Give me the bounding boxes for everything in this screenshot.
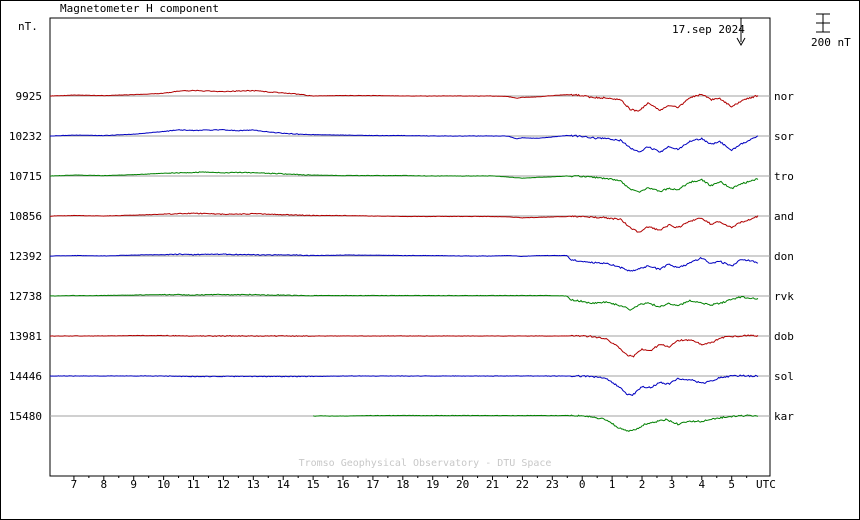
series-group xyxy=(49,89,759,433)
x-tick-label: 21 xyxy=(486,478,499,491)
station-label-kar: kar xyxy=(774,410,794,423)
x-axis-label: UTC xyxy=(756,478,776,491)
x-tick-label: 12 xyxy=(217,478,230,491)
series-line-tro xyxy=(49,171,759,193)
baseline-label-tro: 10715 xyxy=(9,170,42,183)
series-line-sol xyxy=(49,374,759,397)
series-line-don xyxy=(50,253,759,272)
x-tick-label: 5 xyxy=(728,478,735,491)
baseline-label-rvk: 12738 xyxy=(9,290,42,303)
x-tick-label: 15 xyxy=(306,478,319,491)
baseline-label-sor: 10232 xyxy=(9,130,42,143)
x-tick-label: 19 xyxy=(426,478,439,491)
x-tick-label: 3 xyxy=(669,478,676,491)
station-labels: 9925 nor 10232 sor 10715 tro 10856 and 12392 don 1… xyxy=(9,90,794,423)
unit-label: nT. xyxy=(18,20,38,33)
x-tick-label: 9 xyxy=(130,478,137,491)
scale-bar-label: 200 nT xyxy=(811,36,851,49)
series-line-and xyxy=(50,212,759,233)
plot-area-border xyxy=(49,17,771,477)
baseline-label-dob: 13981 xyxy=(9,330,42,343)
series-line-rvk xyxy=(50,293,759,311)
x-tick-label: 2 xyxy=(639,478,646,491)
scale-bar xyxy=(816,13,830,33)
x-tick-label: 10 xyxy=(157,478,170,491)
station-label-tro: tro xyxy=(774,170,794,183)
x-tick-label: 11 xyxy=(187,478,200,491)
x-tick-label: 22 xyxy=(516,478,529,491)
station-label-sol: sol xyxy=(774,370,794,383)
x-tick-label: 1 xyxy=(609,478,616,491)
x-tick-label: 18 xyxy=(396,478,409,491)
station-label-and: and xyxy=(774,210,794,223)
baseline-label-kar: 15480 xyxy=(9,410,42,423)
series-line-nor xyxy=(49,89,759,112)
baseline-label-don: 12392 xyxy=(9,250,42,263)
x-tick-label: 7 xyxy=(71,478,78,491)
series-line-sor xyxy=(49,128,759,153)
station-label-nor: nor xyxy=(774,90,794,103)
station-label-rvk: rvk xyxy=(774,290,794,303)
baseline-label-and: 10856 xyxy=(9,210,42,223)
x-tick-label: 23 xyxy=(546,478,559,491)
x-tick-label: 13 xyxy=(247,478,260,491)
x-tick-label: 0 xyxy=(579,478,586,491)
date-arrow-head xyxy=(736,37,746,47)
series-line-dob xyxy=(49,334,759,358)
date-label: 17.sep 2024 xyxy=(672,23,745,36)
x-tick-label: 16 xyxy=(336,478,349,491)
x-axis-ticks: 7 8 9 10 11 12 13 14 15 16 17 18 19 20 21 22 23 0 1 2 3 4 5 xyxy=(71,476,748,491)
baseline-label-nor: 9925 xyxy=(16,90,43,103)
x-tick-label: 8 xyxy=(101,478,108,491)
x-tick-label: 17 xyxy=(366,478,379,491)
station-label-sor: sor xyxy=(774,130,794,143)
x-tick-label: 4 xyxy=(699,478,706,491)
station-label-dob: dob xyxy=(774,330,794,343)
x-tick-label: 20 xyxy=(456,478,469,491)
baseline-label-sol: 14446 xyxy=(9,370,42,383)
watermark: Tromso Geophysical Observatory - DTU Spa… xyxy=(299,458,552,469)
series-line-kar xyxy=(312,414,759,433)
station-label-don: don xyxy=(774,250,794,263)
chart-title: Magnetometer H component xyxy=(60,2,219,15)
x-tick-label: 14 xyxy=(277,478,291,491)
